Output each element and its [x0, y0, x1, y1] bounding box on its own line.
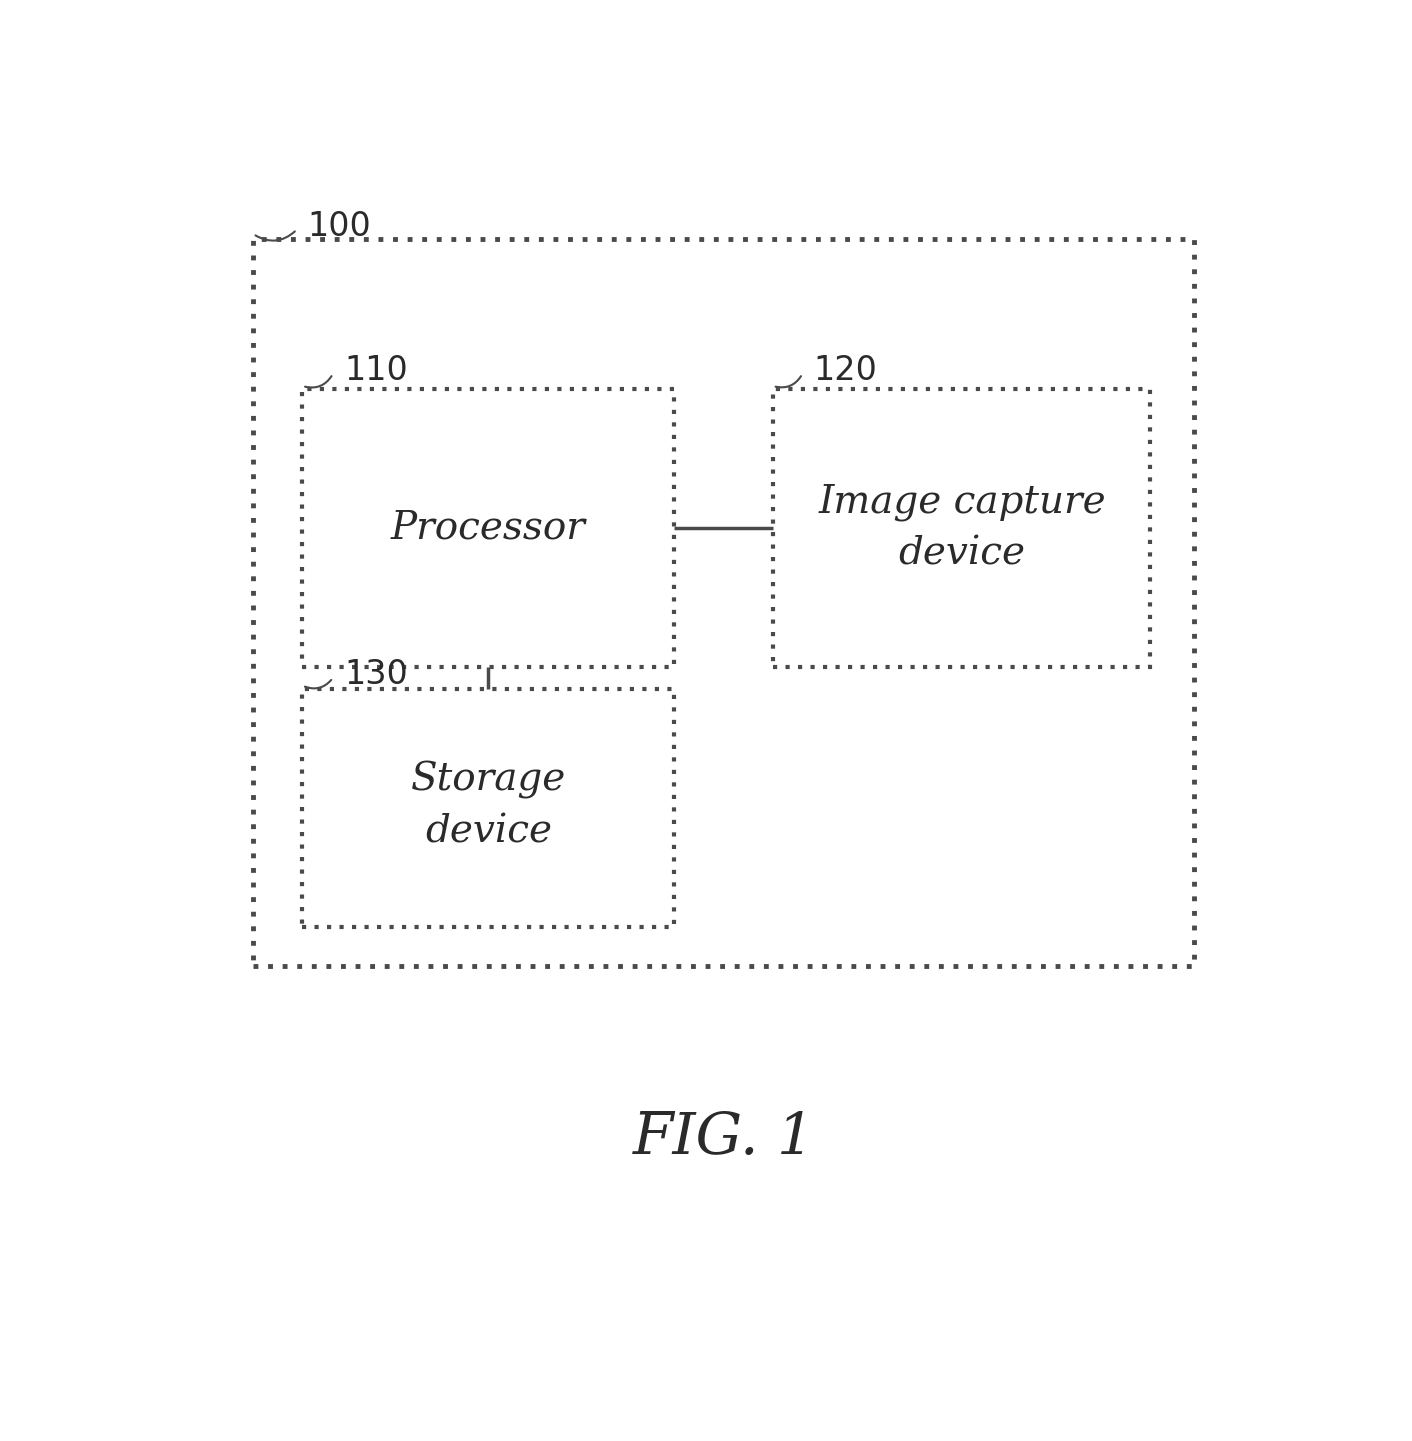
- Text: Image capture
device: Image capture device: [819, 484, 1106, 572]
- Bar: [302, 689, 675, 928]
- Bar: [772, 389, 1151, 667]
- Text: FIG. 1: FIG. 1: [633, 1110, 815, 1167]
- Text: 110: 110: [345, 354, 408, 388]
- Text: Storage
device: Storage device: [411, 761, 566, 850]
- Text: 120: 120: [813, 354, 877, 388]
- Bar: [302, 389, 675, 667]
- Text: Processor: Processor: [391, 510, 586, 546]
- Text: 100: 100: [308, 210, 371, 242]
- Text: 130: 130: [345, 659, 408, 690]
- Bar: [253, 239, 1195, 967]
